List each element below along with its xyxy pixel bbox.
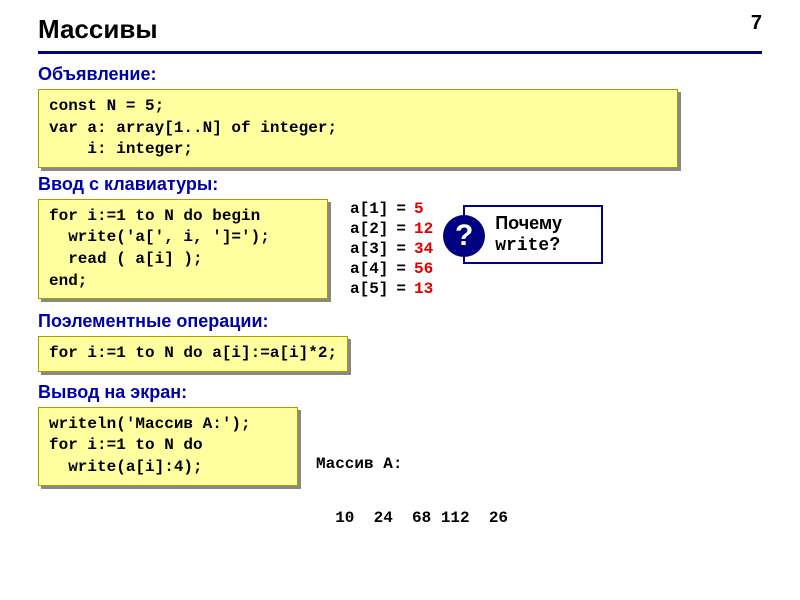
code-input: for i:=1 to N do begin write('a[', i, ']… (38, 199, 328, 299)
output-header: Массив A: (316, 455, 508, 473)
array-row: a[3]=34 (346, 239, 437, 259)
question-mark-icon: ? (443, 215, 485, 257)
array-eq-cell: = (392, 219, 410, 239)
balloon-line2: write? (495, 234, 587, 256)
array-index-cell: a[1] (346, 199, 392, 219)
array-index-cell: a[2] (346, 219, 392, 239)
array-row: a[5]=13 (346, 279, 437, 299)
page-title: Массивы (38, 14, 762, 45)
array-eq-cell: = (392, 239, 410, 259)
array-row: a[4]=56 (346, 259, 437, 279)
array-val-cell: 12 (410, 219, 437, 239)
input-row: for i:=1 to N do begin write('a[', i, ']… (38, 199, 762, 299)
horizontal-rule (38, 51, 762, 54)
output-row: writeln('Массив A:'); for i:=1 to N do w… (38, 407, 762, 563)
code-output: writeln('Массив A:'); for i:=1 to N do w… (38, 407, 298, 486)
section-label-input: Ввод с клавиатуры: (38, 174, 762, 195)
array-val-cell: 13 (410, 279, 437, 299)
section-label-output: Вывод на экран: (38, 382, 762, 403)
array-index-cell: a[4] (346, 259, 392, 279)
array-values-table: a[1]=5a[2]=12a[3]=34a[4]=56a[5]=13 (346, 199, 437, 299)
array-eq-cell: = (392, 259, 410, 279)
code-declaration: const N = 5; var a: array[1..N] of integ… (38, 89, 678, 168)
array-eq-cell: = (392, 279, 410, 299)
section-label-elem: Поэлементные операции: (38, 311, 762, 332)
array-row: a[1]=5 (346, 199, 437, 219)
balloon-tail: ? (549, 234, 560, 254)
program-output: Массив A: 10 24 68 112 26 (316, 419, 508, 563)
array-index-cell: a[5] (346, 279, 392, 299)
balloon-code: write (495, 236, 549, 256)
page-number: 7 (751, 12, 762, 35)
balloon-line1: Почему (495, 213, 587, 234)
array-index-cell: a[3] (346, 239, 392, 259)
question-balloon: ? Почему write? (463, 205, 603, 264)
slide: 7 Массивы Объявление: const N = 5; var a… (0, 0, 800, 600)
array-eq-cell: = (392, 199, 410, 219)
array-val-cell: 5 (410, 199, 437, 219)
section-label-declaration: Объявление: (38, 64, 762, 85)
output-values: 10 24 68 112 26 (316, 509, 508, 527)
code-elem: for i:=1 to N do a[i]:=a[i]*2; (38, 336, 348, 372)
array-val-cell: 34 (410, 239, 437, 259)
array-val-cell: 56 (410, 259, 437, 279)
balloon-wrap: ? Почему write? (463, 205, 603, 264)
array-row: a[2]=12 (346, 219, 437, 239)
